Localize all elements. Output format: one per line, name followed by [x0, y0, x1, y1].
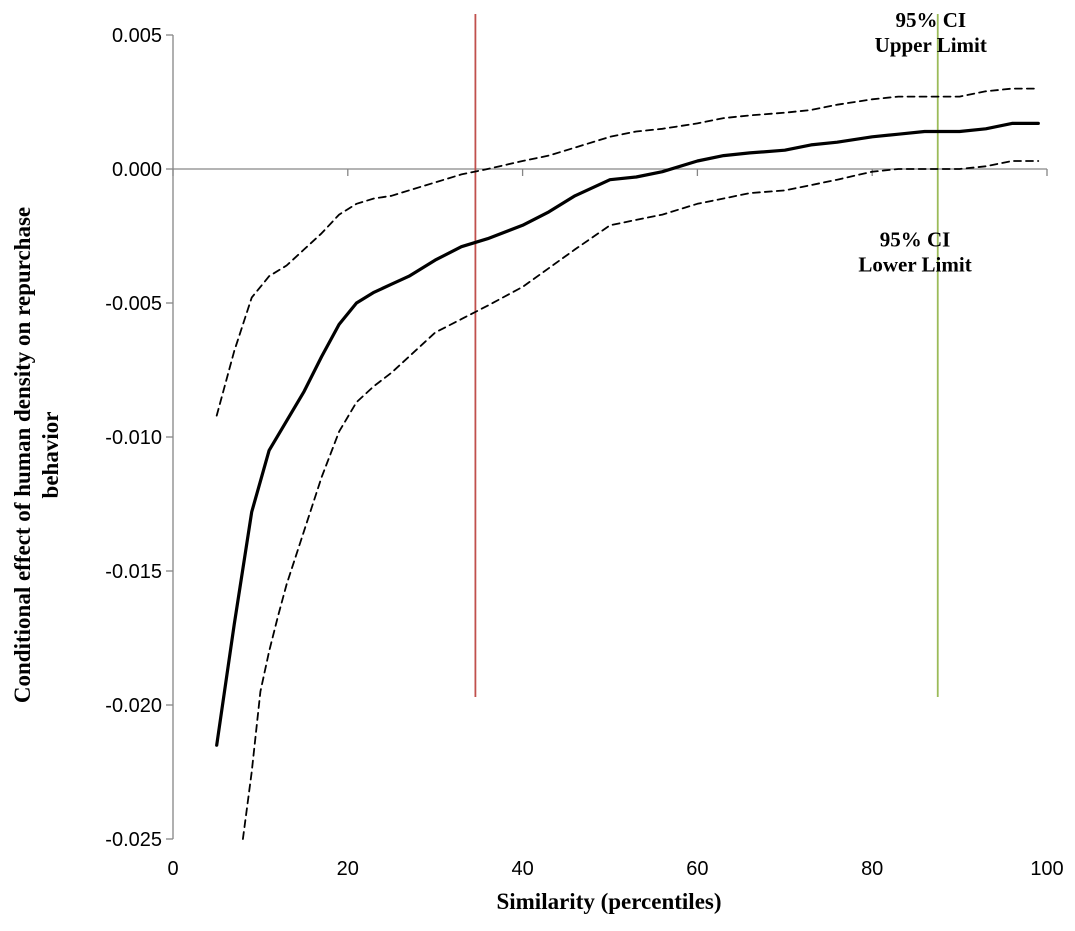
y-axis-title-line-1: Conditional effect of human density on r… — [10, 207, 35, 703]
reference-lines — [474, 14, 939, 697]
y-tick-label: 0.000 — [112, 159, 162, 181]
series-group — [215, 87, 1040, 840]
x-tick-label: 60 — [686, 858, 708, 880]
x-tick-label: 0 — [167, 858, 178, 880]
annotation-text: 95% CI — [880, 228, 951, 252]
axis-titles: Similarity (percentiles) Conditional eff… — [10, 207, 722, 914]
y-tick-label: -0.005 — [105, 293, 162, 315]
y-tick-label: -0.020 — [105, 695, 162, 717]
x-tick-label: 80 — [861, 858, 883, 880]
x-axis-title: Similarity (percentiles) — [496, 889, 721, 914]
y-axis-title-line-2: behavior — [38, 412, 63, 499]
axes: 0.005 0.000 -0.005 -0.010 -0.015 -0.020 -0.025… — [105, 25, 1063, 880]
series-lower-line — [242, 160, 1040, 840]
x-tick-label: 100 — [1030, 858, 1063, 880]
y-tick-label: -0.010 — [105, 427, 162, 449]
y-tick-label: -0.025 — [105, 829, 162, 851]
series-estimate-line — [215, 121, 1040, 747]
x-tick-label: 40 — [511, 858, 533, 880]
series-upper-line — [215, 87, 1040, 417]
annotation-text: Lower Limit — [858, 253, 971, 277]
annotation-text: Upper Limit — [875, 33, 987, 57]
y-axis-title: Conditional effect of human density on r… — [10, 207, 63, 703]
x-tick-label: 20 — [337, 858, 359, 880]
y-tick-label: -0.015 — [105, 561, 162, 583]
y-tick-label: 0.005 — [112, 25, 162, 47]
annotation-text: 95% CI — [895, 8, 966, 32]
